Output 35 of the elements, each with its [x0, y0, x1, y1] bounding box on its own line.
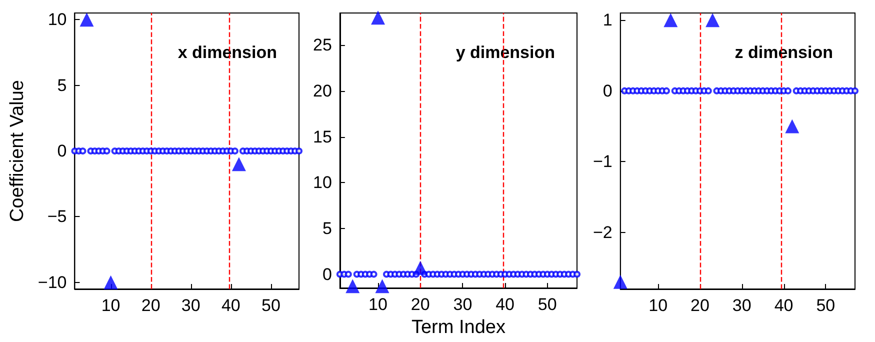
annotation: y dimension	[456, 43, 555, 62]
x-tick-label: 50	[538, 295, 557, 314]
y-tick-label: 5	[57, 76, 67, 95]
annotation: z dimension	[734, 43, 834, 62]
y-tick-label: 10	[48, 10, 67, 30]
x-tick-label: 20	[141, 296, 160, 315]
x-tick-label: 10	[101, 296, 120, 315]
x-tick-label: 40	[221, 296, 240, 315]
x-tick-label: 20	[690, 296, 710, 315]
y-tick-label: −2	[592, 222, 612, 242]
y-tick-label: 0	[322, 264, 332, 284]
y-tick-label: 0	[57, 142, 67, 160]
x-tick-label: 30	[181, 296, 200, 315]
y-tick-label: 1	[602, 10, 612, 30]
x-tick-label: 30	[732, 296, 752, 315]
y-tick-label: −1	[592, 152, 612, 172]
annotation: x dimension	[178, 43, 277, 62]
y-tick-label: 20	[312, 81, 332, 100]
y-tick-label: 0	[602, 81, 612, 100]
y-tick-label: 10	[312, 173, 332, 192]
x-tick-label: 50	[816, 296, 836, 315]
y-axis-title: Coefficient Value	[7, 80, 28, 222]
x-tick-label: 10	[368, 295, 388, 314]
y-tick-label: 5	[322, 218, 332, 238]
y-tick-label: −10	[38, 272, 67, 292]
x-tick-label: 50	[262, 296, 280, 315]
x-tick-label: 10	[648, 296, 668, 315]
x-axis-title: Term Index	[411, 317, 506, 338]
x-tick-label: 30	[453, 295, 472, 314]
y-tick-label: 15	[312, 127, 332, 146]
y-tick-label: −5	[47, 207, 67, 226]
x-tick-label: 40	[496, 295, 514, 314]
x-tick-label: 20	[410, 295, 430, 314]
x-tick-label: 40	[774, 296, 794, 315]
y-tick-label: 25	[312, 36, 332, 55]
